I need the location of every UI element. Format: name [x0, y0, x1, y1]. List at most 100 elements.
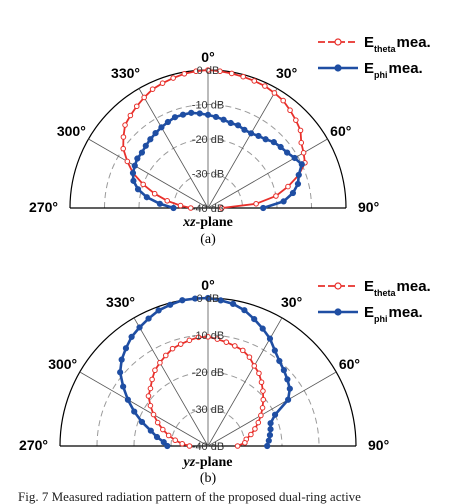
data-point-phi — [285, 396, 292, 403]
data-point-phi — [143, 194, 150, 201]
data-point-theta — [298, 139, 305, 146]
plane-label-rest: -plane — [195, 455, 232, 470]
data-point-phi — [171, 114, 179, 121]
data-point-theta — [164, 198, 171, 204]
data-point-theta — [181, 70, 188, 77]
data-point-theta — [252, 426, 258, 432]
data-point-phi — [134, 186, 142, 193]
data-point-phi — [289, 189, 297, 197]
data-point-phi — [124, 396, 131, 403]
grid-ring — [138, 138, 278, 209]
data-point-theta — [145, 393, 152, 399]
data-point-phi — [241, 126, 248, 133]
data-point-phi — [291, 154, 298, 162]
polar-chart-b: 0 dB -10 dB -20 dB -30 dB -40 dB 0° 30° 60° 90° 2… — [19, 277, 431, 486]
data-point-theta — [149, 86, 156, 92]
data-point-theta — [240, 347, 246, 354]
angle-tick-label: 60° — [330, 123, 351, 139]
data-point-phi — [280, 367, 287, 374]
data-point-theta — [260, 388, 266, 394]
grid-spoke — [88, 138, 209, 209]
grid-spoke — [207, 371, 337, 447]
data-point-theta — [214, 336, 221, 342]
radial-tick-label: 0 dB — [197, 293, 220, 305]
angle-tick-label: 30° — [276, 65, 297, 81]
data-point-theta — [285, 183, 291, 190]
data-point-phi — [298, 161, 305, 168]
data-point-theta — [141, 94, 147, 101]
data-point-phi — [118, 356, 125, 363]
data-point-phi — [212, 113, 220, 121]
angle-tick-label: 330° — [111, 65, 140, 81]
radial-tick-label: -10 dB — [192, 330, 224, 342]
data-point-theta — [172, 437, 179, 444]
data-point-theta — [149, 376, 155, 383]
data-point-phi — [142, 142, 149, 149]
data-point-phi — [128, 333, 135, 340]
data-point-phi — [251, 315, 258, 323]
data-point-phi — [134, 155, 141, 162]
grid-spoke — [207, 88, 278, 209]
data-point-theta — [162, 352, 169, 359]
data-point-phi — [264, 442, 271, 450]
data-point-phi — [284, 376, 291, 383]
legend-swatch-marker — [334, 308, 342, 316]
data-point-phi — [117, 369, 124, 376]
data-point-theta — [195, 334, 202, 341]
data-point-theta — [127, 112, 134, 119]
data-point-theta — [205, 334, 211, 340]
data-point-theta — [165, 432, 172, 439]
data-point-phi — [271, 347, 278, 354]
plane-label: xz-plane — [182, 215, 233, 230]
data-point-phi — [164, 442, 171, 450]
data-point-theta — [297, 127, 304, 134]
data-point-phi — [276, 357, 283, 365]
data-point-theta — [223, 339, 230, 345]
data-point-phi — [188, 109, 195, 116]
data-point-phi — [179, 111, 187, 118]
data-point-theta — [251, 363, 258, 369]
grid-ring — [133, 371, 283, 447]
data-point-theta — [234, 443, 241, 449]
data-point-phi — [179, 297, 186, 304]
radial-tick-label: -20 dB — [192, 367, 224, 379]
data-point-theta — [124, 158, 131, 165]
data-point-theta — [242, 439, 248, 446]
data-point-phi — [147, 427, 154, 434]
panel-label: (b) — [200, 471, 217, 486]
data-point-phi — [217, 297, 224, 304]
radial-tick-label: -20 dB — [192, 134, 224, 146]
data-point-theta — [151, 190, 158, 197]
plane-label: yz-plane — [181, 455, 232, 470]
angle-tick-label: 60° — [339, 356, 360, 372]
data-point-theta — [246, 354, 253, 360]
data-point-theta — [159, 80, 166, 86]
data-point-phi — [227, 119, 234, 127]
data-point-phi — [266, 431, 274, 439]
data-point-theta — [273, 193, 279, 199]
legend-entry: Ethetamea. — [364, 34, 431, 54]
angle-tick-label: 0° — [201, 277, 214, 293]
data-point-theta — [262, 83, 268, 89]
data-point-theta — [260, 396, 267, 403]
data-point-theta — [154, 419, 161, 426]
data-point-phi — [145, 315, 152, 322]
grid-ring — [170, 408, 246, 447]
data-point-phi — [196, 110, 203, 117]
data-point-phi — [284, 149, 291, 156]
legend-swatch-marker — [334, 64, 342, 72]
data-point-theta — [258, 412, 264, 419]
data-point-phi — [259, 325, 266, 332]
data-point-phi — [262, 136, 269, 143]
data-point-phi — [265, 437, 272, 444]
data-point-theta — [255, 419, 262, 426]
data-point-phi — [136, 324, 143, 331]
data-point-phi — [192, 295, 199, 302]
data-point-theta — [187, 205, 194, 211]
data-point-phi — [122, 345, 130, 352]
angle-tick-label: 300° — [48, 356, 77, 372]
angle-tick-label: 270° — [29, 199, 58, 215]
data-point-theta — [193, 68, 199, 75]
legend-entry: Ephimea. — [364, 60, 423, 80]
